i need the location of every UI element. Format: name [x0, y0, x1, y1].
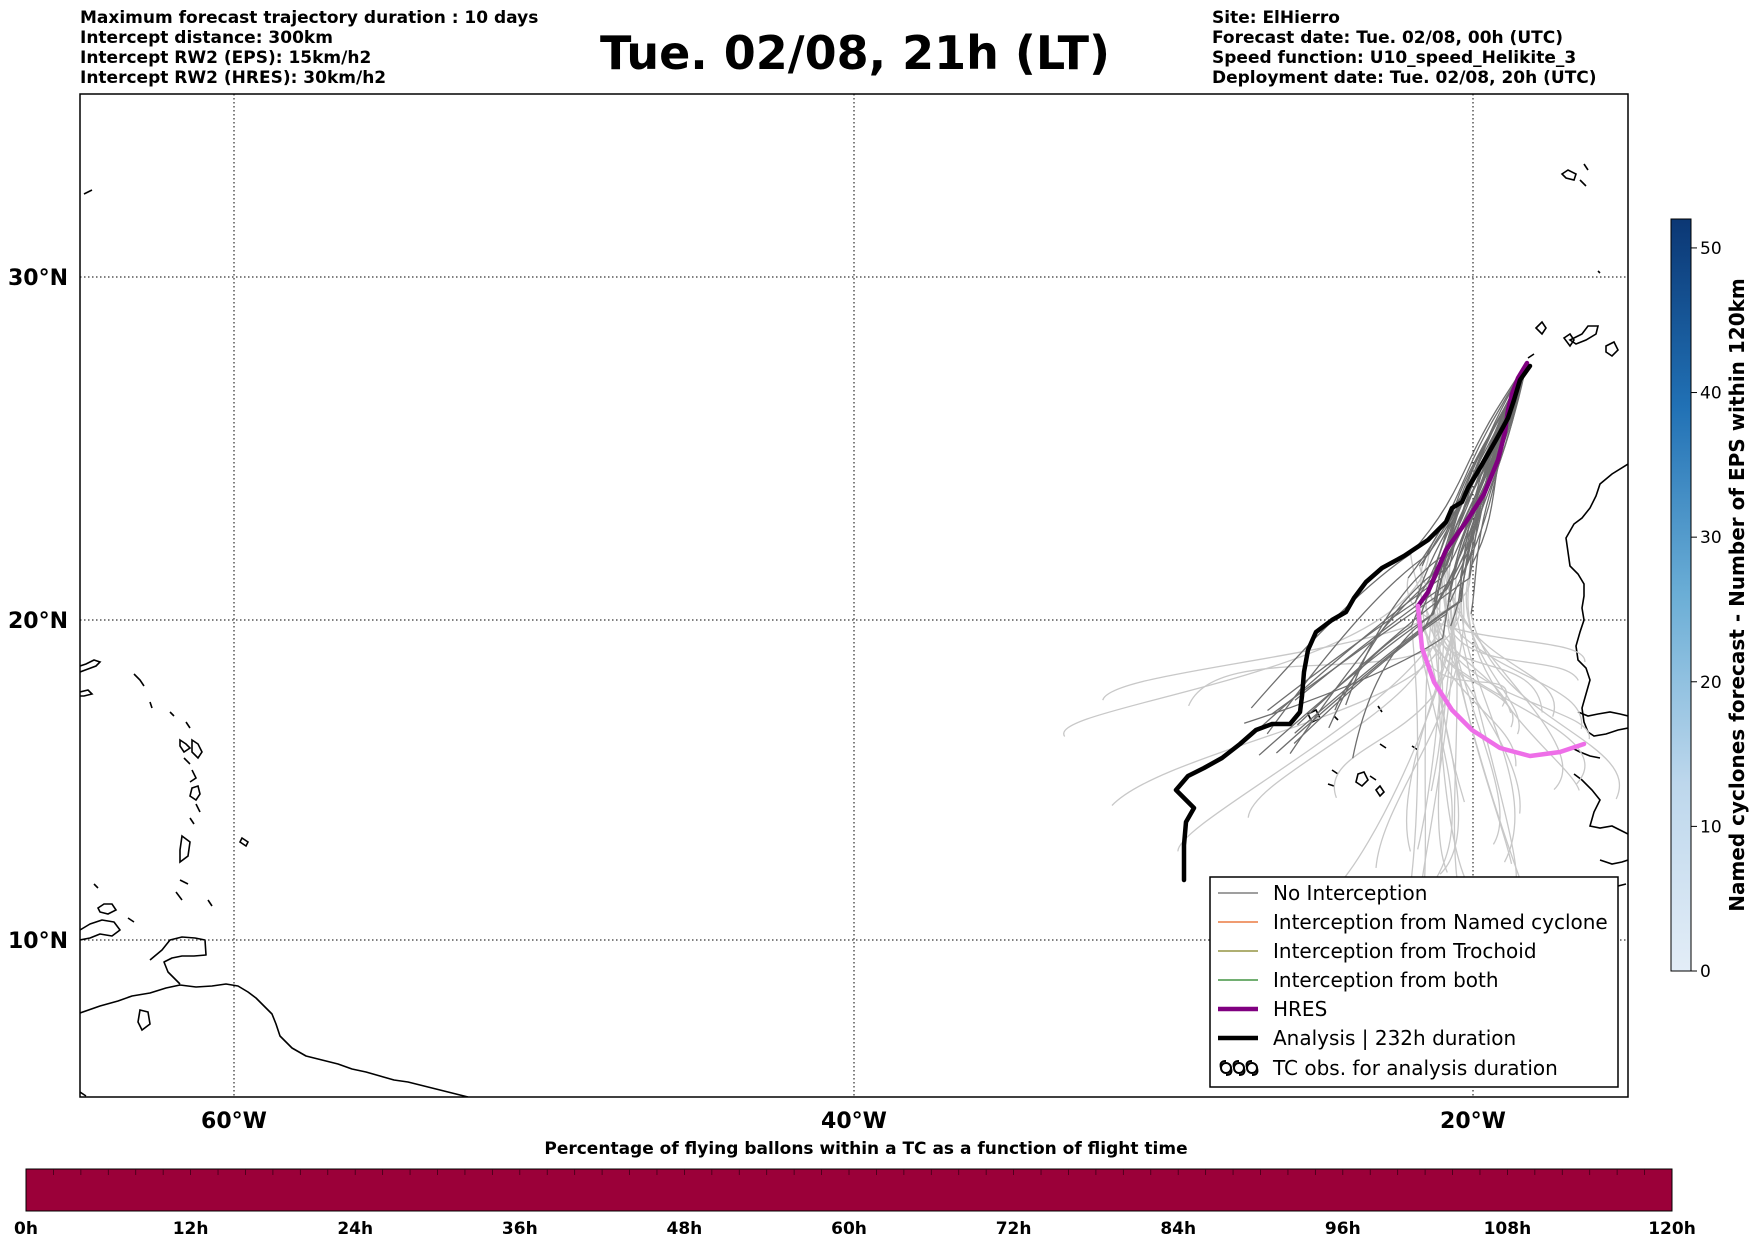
percent-bar-ticks: 0h 12h 24h 36h 48h 60h 72h 84h 96h 108h 120h [14, 1169, 1696, 1239]
colorbar-tick-label: 0 [1700, 962, 1711, 982]
eps-trajectory-late [1406, 577, 1586, 663]
lon-label-20w: 20°W [1440, 1109, 1506, 1134]
map-title: Tue. 02/08, 21h (LT) [600, 26, 1110, 80]
map-area: 30°N 20°N 10°N 60°W 40°W 20°W No Interce… [8, 93, 1629, 1134]
eps-trajectory-early [1266, 553, 1430, 735]
legend-label-trochoid: Interception from Trochoid [1273, 939, 1537, 963]
eps-trajectory-early [1294, 577, 1457, 701]
percent-bar-title: Percentage of flying ballons within a TC… [544, 1139, 1187, 1159]
eps-trajectory-late [1063, 553, 1430, 737]
legend-label-no-interception: No Interception [1273, 881, 1427, 905]
eps-trajectory-late [1375, 577, 1465, 868]
eps-trajectory-early [1267, 601, 1417, 712]
info-line: Forecast date: Tue. 02/08, 00h (UTC) [1212, 28, 1563, 48]
west-africa-coast [1565, 463, 1628, 887]
legend-label-hres: HRES [1273, 997, 1327, 1021]
eps-trajectory-late [1470, 613, 1620, 800]
lon-label-40w: 40°W [821, 1109, 887, 1134]
legend-label-tc-obs: TC obs. for analysis duration [1272, 1056, 1558, 1080]
info-line: Intercept distance: 300km [80, 28, 333, 48]
colorbar-gradient [1670, 218, 1692, 972]
eps-trajectory-early [1275, 601, 1461, 754]
percent-bar-tick-label: 0h [14, 1219, 38, 1239]
eps-trajectory-early [1407, 361, 1528, 579]
caribbean-islands [80, 659, 250, 1032]
eps-trajectory-early [1418, 361, 1528, 567]
hres-segment-late [1415, 603, 1587, 759]
legend-label-both: Interception from both [1273, 968, 1499, 992]
site-details: Site: ElHierro Forecast date: Tue. 02/08… [1212, 8, 1597, 88]
lon-label-60w: 60°W [201, 1109, 267, 1134]
colorbar-tick-label: 10 [1700, 817, 1722, 837]
percent-bar-tick-label: 60h [831, 1219, 867, 1239]
colorbar-tick-label: 20 [1700, 673, 1722, 693]
panama-fragment [80, 1091, 87, 1097]
info-line: Speed function: U10_speed_Helikite_3 [1212, 48, 1577, 68]
venezuela-gulf [149, 936, 207, 985]
percent-bar-tick-label: 96h [1325, 1219, 1361, 1239]
info-line: Deployment date: Tue. 02/08, 20h (UTC) [1212, 68, 1597, 88]
coast-fragment [80, 919, 121, 941]
eps-trajectory-late [1465, 565, 1520, 735]
hres-trajectory [1415, 360, 1587, 759]
eps-trajectory-late [1333, 625, 1453, 799]
map-legend: No Interception Interception from Named … [1209, 876, 1619, 1088]
percent-bar-tick-label: 36h [502, 1219, 538, 1239]
macaronesia-islands [83, 163, 1619, 359]
eps-trajectory-late [1437, 577, 1457, 873]
eps-trajectory-late [1187, 601, 1461, 707]
colorbar-title: Named cyclones forecast - Number of EPS … [1725, 278, 1749, 912]
eps-trajectory-late [1467, 577, 1580, 791]
forecast-parameters: Maximum forecast trajectory duration : 1… [80, 8, 538, 88]
info-line: Site: ElHierro [1212, 8, 1340, 28]
percent-bar-tick-label: 120h [1648, 1219, 1696, 1239]
percent-flight-bar: Percentage of flying ballons within a TC… [14, 1139, 1696, 1239]
eps-trajectory-early [1410, 361, 1528, 555]
eps-trajectory-early [1294, 601, 1459, 734]
eps-trajectory-late [1433, 601, 1590, 740]
info-line: Intercept RW2 (HRES): 30km/h2 [80, 68, 387, 88]
colorbar-tick-label: 40 [1700, 384, 1722, 404]
lat-label-20n: 20°N [8, 609, 68, 634]
eps-trajectory-late [1111, 637, 1444, 806]
eps-trajectory-late [1332, 577, 1462, 891]
colorbar-tick-label: 30 [1700, 528, 1722, 548]
percent-bar-tick-label: 72h [996, 1219, 1032, 1239]
percent-bar-tick-label: 84h [1160, 1219, 1196, 1239]
eps-trajectory-early [1293, 613, 1447, 744]
lat-label-10n: 10°N [8, 929, 68, 954]
lat-label-30n: 30°N [8, 266, 68, 291]
colorbar-ticks: 0 10 20 30 40 50 [1691, 239, 1722, 982]
tc-obs-symbol-icon [1219, 1060, 1259, 1076]
eps-trajectory-late [1460, 601, 1516, 863]
eps-trajectory-early [1258, 613, 1434, 756]
south-america-coast [80, 983, 469, 1097]
info-line: Maximum forecast trajectory duration : 1… [80, 8, 539, 28]
eps-trajectory-early [1345, 553, 1446, 706]
eps-trajectory-late [1431, 613, 1514, 728]
legend-label-analysis: Analysis | 232h duration [1273, 1026, 1516, 1050]
colorbar: 0 10 20 30 40 50 Named cyclones forecast - Nu… [1670, 218, 1749, 982]
eps-trajectory-late [1425, 577, 1543, 713]
colorbar-tick-label: 50 [1700, 239, 1722, 259]
analysis-trajectory [1173, 363, 1533, 883]
percent-bar-fill [25, 1168, 1673, 1212]
hres-segment-early [1415, 360, 1530, 609]
percent-bar-tick-label: 108h [1484, 1219, 1532, 1239]
percent-bar-tick-label: 48h [667, 1219, 703, 1239]
eps-trajectory-late [1441, 577, 1527, 895]
percent-bar-tick-label: 24h [337, 1219, 373, 1239]
analysis-track [1173, 363, 1533, 883]
eps-trajectory-early [1328, 565, 1444, 729]
eps-trajectory-early [1334, 625, 1412, 711]
legend-label-named-cyclone: Interception from Named cyclone [1273, 910, 1608, 934]
percent-bar-tick-label: 12h [173, 1219, 209, 1239]
map-frame [79, 93, 1629, 1098]
info-line: Intercept RW2 (EPS): 15km/h2 [80, 48, 372, 68]
coastlines [80, 919, 469, 1097]
eps-trajectory-early [1296, 577, 1471, 726]
